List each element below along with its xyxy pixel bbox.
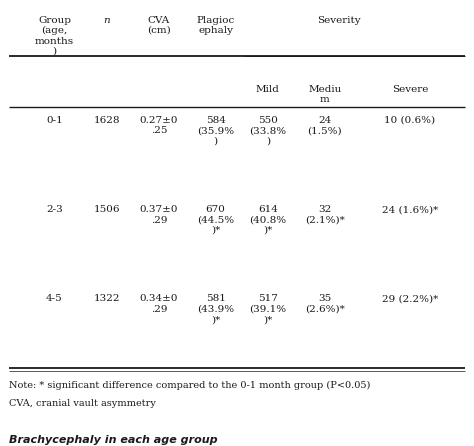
Text: 584
(35.9%
): 584 (35.9% ) [197,116,234,146]
Text: n: n [103,16,110,25]
Text: 24 (1.6%)*: 24 (1.6%)* [382,205,438,214]
Text: 0.37±0
.29: 0.37±0 .29 [139,205,178,224]
Text: 670
(44.5%
)*: 670 (44.5% )* [197,205,234,235]
Text: 24
(1.5%): 24 (1.5%) [307,116,342,135]
Text: Plagioc
ephaly: Plagioc ephaly [197,16,235,35]
Text: Severity: Severity [317,16,361,25]
Text: 614
(40.8%
)*: 614 (40.8% )* [249,205,286,235]
Text: 1628: 1628 [93,116,120,125]
Text: Group
(age,
months
): Group (age, months ) [35,16,74,56]
Text: CVA, cranial vault asymmetry: CVA, cranial vault asymmetry [9,399,156,408]
Text: 35
(2.6%)*: 35 (2.6%)* [305,294,345,314]
Text: Note: * significant difference compared to the 0-1 month group (P<0.05): Note: * significant difference compared … [9,381,371,390]
Text: 29 (2.2%)*: 29 (2.2%)* [382,294,438,303]
Text: 2-3: 2-3 [46,205,63,214]
Text: 581
(43.9%
)*: 581 (43.9% )* [197,294,234,324]
Text: 0-1: 0-1 [46,116,63,125]
Text: 10 (0.6%): 10 (0.6%) [384,116,436,125]
Text: 1322: 1322 [93,294,120,303]
Text: 1506: 1506 [93,205,120,214]
Text: 550
(33.8%
): 550 (33.8% ) [249,116,286,146]
Text: 517
(39.1%
)*: 517 (39.1% )* [249,294,286,324]
Text: Mediu
m: Mediu m [308,85,341,104]
Text: Brachycephaly in each age group: Brachycephaly in each age group [9,435,218,445]
Text: Mild: Mild [256,85,280,94]
Text: Severe: Severe [392,85,428,94]
Text: 32
(2.1%)*: 32 (2.1%)* [305,205,345,224]
Text: 0.34±0
.29: 0.34±0 .29 [139,294,178,314]
Text: 4-5: 4-5 [46,294,63,303]
Text: 0.27±0
.25: 0.27±0 .25 [139,116,178,135]
Text: CVA
(cm): CVA (cm) [147,16,171,35]
